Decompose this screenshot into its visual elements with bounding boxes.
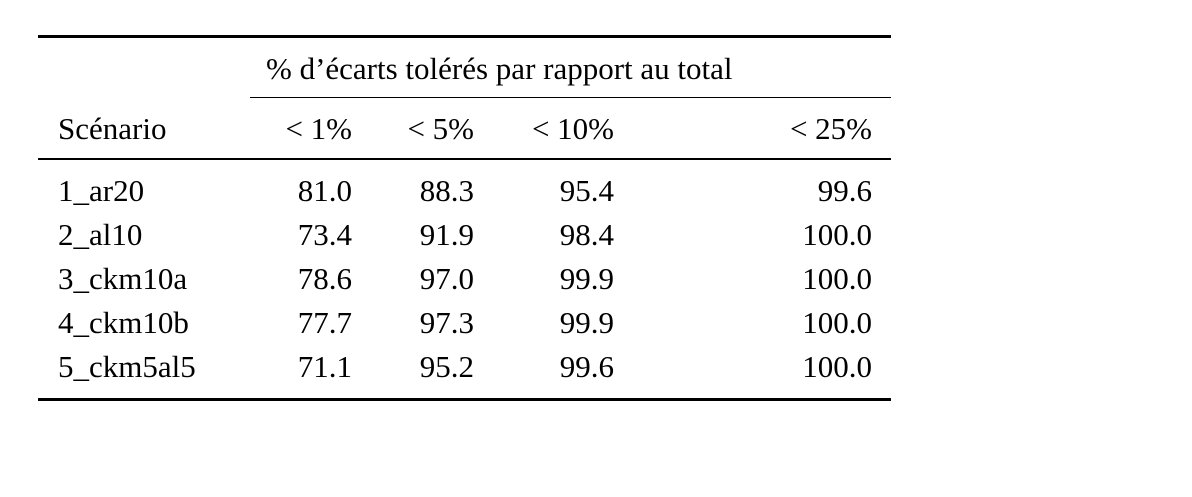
scenario-cell: 1_ar20 [58, 173, 145, 208]
scenario-cell: 3_ckm10a [58, 261, 188, 296]
value-cell: 95.4 [559, 173, 614, 208]
value-cell: 77.7 [297, 305, 352, 340]
column-header: < 5% [407, 111, 474, 146]
value-cell: 71.1 [297, 349, 352, 384]
top-rule [38, 35, 891, 38]
value-cell: 100.0 [802, 349, 872, 384]
value-cell: 99.9 [559, 261, 614, 296]
value-cell: 98.4 [559, 217, 614, 252]
value-cell: 97.3 [419, 305, 474, 340]
value-cell: 95.2 [419, 349, 474, 384]
column-header: < 10% [531, 111, 614, 146]
column-header: < 25% [789, 111, 872, 146]
value-cell: 99.9 [559, 305, 614, 340]
value-cell: 88.3 [419, 173, 474, 208]
value-cell: 81.0 [297, 173, 352, 208]
value-cell: 99.6 [817, 173, 872, 208]
value-cell: 99.6 [559, 349, 614, 384]
scenario-cell: 4_ckm10b [58, 305, 189, 340]
value-cell: 100.0 [802, 261, 872, 296]
column-header: < 1% [285, 111, 352, 146]
column-header: Scénario [58, 111, 167, 146]
value-cell: 100.0 [802, 217, 872, 252]
group-header: % d’écarts tolérés par rapport au total [266, 51, 733, 86]
scenario-cell: 2_al10 [58, 217, 143, 252]
value-cell: 73.4 [297, 217, 352, 252]
value-cell: 78.6 [297, 261, 352, 296]
bottom-rule [38, 398, 891, 401]
value-cell: 91.9 [419, 217, 474, 252]
value-cell: 100.0 [802, 305, 872, 340]
group-header-rule [250, 97, 891, 98]
value-cell: 97.0 [419, 261, 474, 296]
scenario-cell: 5_ckm5al5 [58, 349, 196, 384]
mid-rule [38, 158, 891, 160]
